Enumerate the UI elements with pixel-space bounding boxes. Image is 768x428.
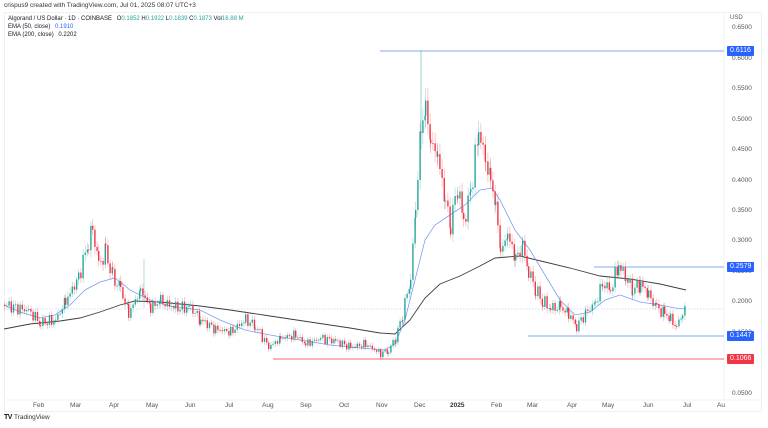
ema200-value: 0.2202 <box>58 32 77 38</box>
time-tick: Au <box>717 402 725 409</box>
time-tick: Aug <box>262 402 274 409</box>
price-tick: 0.3500 <box>732 207 752 214</box>
price-tick: 0.6000 <box>732 55 752 62</box>
candlestick-series <box>4 50 686 360</box>
legend-ema200-row[interactable]: EMA (200, close) 0.2202 <box>8 32 77 38</box>
legend-symbol-row: Algorand / US Dollar · 1D · COINBASE O0.… <box>8 16 244 22</box>
chart-legend: Algorand / US Dollar · 1D · COINBASE O0.… <box>8 15 244 39</box>
time-tick: Mar <box>527 402 539 409</box>
time-tick: Jun <box>185 402 196 409</box>
price-tick: 0.3000 <box>732 237 752 244</box>
price-tick: 0.0500 <box>732 390 752 397</box>
symbol-title[interactable]: Algorand / US Dollar · 1D · COINBASE <box>8 16 113 22</box>
time-tick: Feb <box>491 402 503 409</box>
price-tick: 0.4000 <box>732 177 752 184</box>
time-tick: Oct <box>339 402 350 409</box>
low-value: 0.1839 <box>169 16 188 22</box>
price-tick: 0.4500 <box>732 146 752 153</box>
time-tick: Apr <box>109 402 120 409</box>
tradingview-logo[interactable]: TV TradingView <box>4 414 50 421</box>
price-tag-resistance: 0.2579 <box>727 262 755 272</box>
time-tick: May <box>146 402 159 409</box>
price-tag-low: 0.1066 <box>727 354 755 364</box>
price-tick: 0.6500 <box>732 24 752 31</box>
volume-value: 16.88 M <box>221 16 244 22</box>
high-value: 0.1922 <box>145 16 165 22</box>
time-tick: Apr <box>567 402 578 409</box>
price-tag-support: 0.1447 <box>727 331 755 341</box>
time-tick-year: 2025 <box>450 402 465 409</box>
legend-ema50-row[interactable]: EMA (50, close) 0.1910 <box>8 24 74 30</box>
price-tick: 0.2000 <box>732 298 752 305</box>
time-tick: Jul <box>225 402 234 409</box>
price-tick: 0.5000 <box>732 116 752 123</box>
chart-frame[interactable] <box>4 12 762 412</box>
tradingview-logo-text: TradingView <box>13 414 50 421</box>
currency-label[interactable]: USD <box>730 15 743 21</box>
time-tick: Jun <box>643 402 654 409</box>
time-tick: Feb <box>33 402 45 409</box>
close-value: 0.1873 <box>193 16 212 22</box>
time-tick: Nov <box>376 402 388 409</box>
open-value: 0.1852 <box>121 16 140 22</box>
ema50-line <box>3 187 687 351</box>
time-tick: Sep <box>300 402 312 409</box>
tradingview-logo-icon: TV <box>4 414 12 421</box>
time-tick: May <box>602 402 615 409</box>
time-tick: Dec <box>414 402 426 409</box>
price-tick: 0.5500 <box>732 85 752 92</box>
time-tick: Jul <box>683 402 692 409</box>
chart-credit: crispus9 created with TradingView.com, J… <box>4 2 196 9</box>
ema50-value: 0.1910 <box>55 24 74 30</box>
time-tick: Mar <box>70 402 82 409</box>
price-tag-high: 0.6116 <box>727 46 754 56</box>
ema200-line <box>3 255 687 335</box>
